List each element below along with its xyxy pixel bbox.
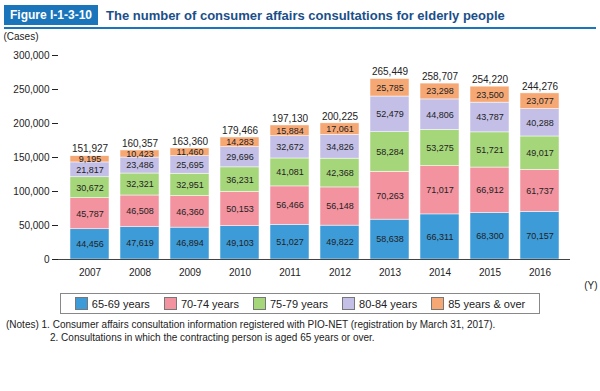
svg-text:200,225: 200,225: [322, 111, 359, 122]
svg-text:2007: 2007: [79, 267, 102, 278]
svg-text:23,077: 23,077: [526, 96, 554, 106]
svg-text:179,466: 179,466: [222, 125, 259, 136]
svg-text:250,000: 250,000: [13, 84, 50, 95]
svg-text:10,423: 10,423: [126, 149, 154, 159]
svg-text:23,486: 23,486: [126, 160, 154, 170]
svg-text:100,000: 100,000: [13, 186, 50, 197]
html-text:2. Consultations in which the: 2. Consultations in which the contractin…: [50, 332, 375, 343]
html-text:Figure I-1-3-10: Figure I-1-3-10: [10, 8, 92, 22]
svg-text:30,672: 30,672: [76, 183, 104, 193]
svg-text:71,017: 71,017: [426, 185, 454, 195]
html-text:75-79 years: 75-79 years: [270, 297, 329, 310]
svg-text:25,785: 25,785: [376, 83, 404, 93]
svg-text:197,130: 197,130: [272, 113, 309, 124]
svg-text:(Cases): (Cases): [4, 31, 39, 42]
svg-text:32,321: 32,321: [126, 179, 154, 189]
svg-text:46,894: 46,894: [176, 238, 204, 248]
html-text:70-74 years: 70-74 years: [180, 297, 239, 310]
svg-text:34,826: 34,826: [326, 142, 354, 152]
html-text:(Notes) 1. Consumer affairs co: (Notes) 1. Consumer affairs consultation…: [6, 319, 496, 330]
svg-text:66,311: 66,311: [427, 232, 454, 242]
svg-text:300,000: 300,000: [13, 50, 50, 61]
svg-text:44,456: 44,456: [76, 239, 104, 249]
svg-text:58,284: 58,284: [376, 147, 404, 157]
svg-text:11,460: 11,460: [177, 147, 204, 157]
svg-text:23,298: 23,298: [426, 86, 454, 96]
html-text:80-84 years: 80-84 years: [359, 297, 418, 310]
svg-text:56,466: 56,466: [276, 200, 304, 210]
svg-text:151,927: 151,927: [72, 143, 109, 154]
svg-text:49,822: 49,822: [326, 237, 354, 247]
svg-text:23,500: 23,500: [476, 90, 504, 100]
svg-text:49,017: 49,017: [526, 148, 554, 158]
svg-text:51,721: 51,721: [476, 145, 504, 155]
svg-text:42,368: 42,368: [326, 168, 354, 178]
svg-text:2014: 2014: [429, 267, 452, 278]
svg-text:66,912: 66,912: [476, 185, 504, 195]
svg-text:2012: 2012: [329, 267, 352, 278]
svg-text:56,148: 56,148: [326, 201, 354, 211]
svg-text:51,027: 51,027: [276, 237, 304, 247]
svg-text:2013: 2013: [379, 267, 402, 278]
svg-text:150,000: 150,000: [13, 152, 50, 163]
svg-text:53,275: 53,275: [426, 143, 454, 153]
svg-text:2010: 2010: [229, 267, 252, 278]
svg-text:46,360: 46,360: [176, 207, 204, 217]
svg-text:40,288: 40,288: [526, 118, 554, 128]
svg-text:160,357: 160,357: [122, 138, 159, 149]
svg-text:50,153: 50,153: [226, 204, 254, 214]
svg-text:32,672: 32,672: [276, 142, 304, 152]
svg-text:43,787: 43,787: [476, 112, 504, 122]
html-text:The number of consumer affairs: The number of consumer affairs consultat…: [106, 7, 505, 23]
svg-text:41,081: 41,081: [276, 167, 304, 177]
svg-text:47,619: 47,619: [126, 238, 154, 248]
svg-text:265,449: 265,449: [372, 66, 409, 77]
svg-text:163,360: 163,360: [172, 136, 209, 147]
svg-text:2009: 2009: [179, 267, 202, 278]
svg-text:52,479: 52,479: [376, 109, 404, 119]
svg-text:258,707: 258,707: [422, 71, 459, 82]
svg-text:46,508: 46,508: [126, 206, 154, 216]
svg-text:70,157: 70,157: [526, 231, 554, 241]
svg-text:36,231: 36,231: [226, 175, 254, 185]
svg-text:2016: 2016: [529, 267, 552, 278]
svg-text:49,103: 49,103: [226, 238, 254, 248]
svg-text:200,000: 200,000: [13, 118, 50, 129]
svg-text:15,884: 15,884: [276, 126, 304, 136]
svg-text:254,220: 254,220: [472, 74, 509, 85]
svg-text:(Y): (Y): [584, 280, 597, 291]
svg-text:68,300: 68,300: [476, 231, 504, 241]
svg-text:70,263: 70,263: [376, 191, 404, 201]
svg-text:2015: 2015: [479, 267, 502, 278]
svg-text:50,000: 50,000: [19, 220, 50, 231]
svg-text:29,696: 29,696: [226, 152, 254, 162]
svg-text:21,817: 21,817: [76, 165, 104, 175]
html-text:65-69 years: 65-69 years: [91, 297, 150, 310]
svg-text:14,283: 14,283: [226, 137, 254, 147]
svg-text:58,638: 58,638: [376, 234, 404, 244]
svg-text:9,195: 9,195: [79, 154, 102, 164]
html-text:85 years & over: 85 years & over: [448, 297, 526, 310]
svg-text:2011: 2011: [279, 267, 301, 278]
svg-text:32,951: 32,951: [176, 180, 204, 190]
svg-text:61,737: 61,737: [526, 186, 554, 196]
svg-text:45,787: 45,787: [76, 209, 104, 219]
svg-text:244,276: 244,276: [522, 81, 559, 92]
svg-text:25,695: 25,695: [176, 160, 204, 170]
svg-text:17,061: 17,061: [326, 124, 354, 134]
svg-text:44,806: 44,806: [426, 110, 454, 120]
svg-text:0: 0: [44, 254, 50, 265]
svg-text:2008: 2008: [129, 267, 152, 278]
